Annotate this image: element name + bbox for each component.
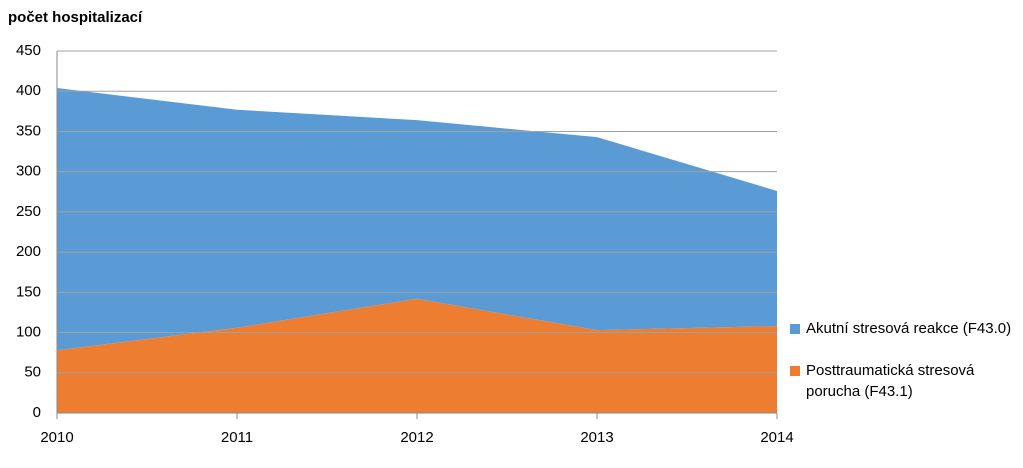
x-tick-label: 2012: [400, 429, 433, 446]
y-tick-label: 0: [33, 404, 41, 421]
legend-label: Akutní stresová reakce (F43.0): [806, 320, 1012, 337]
legend-item: Posttraumatická stresová porucha (F43.1): [790, 360, 1015, 402]
y-tick-label: 400: [16, 82, 41, 99]
area: [57, 88, 777, 351]
y-tick-label: 450: [16, 42, 41, 59]
x-tick-label: 2014: [760, 429, 793, 446]
y-tick-label: 200: [16, 243, 41, 260]
y-tick-label: 250: [16, 203, 41, 220]
y-tick-label: 150: [16, 283, 41, 300]
legend-swatch: [790, 366, 800, 376]
x-tick-label: 2010: [40, 429, 73, 446]
x-tick-label: 2011: [221, 429, 253, 446]
legend-label: Posttraumatická stresová porucha (F43.1): [806, 362, 975, 400]
y-tick-label: 350: [16, 122, 41, 139]
y-tick-label: 300: [16, 163, 41, 180]
legend-item: Akutní stresová reakce (F43.0): [790, 318, 1015, 339]
y-axis-title: počet hospitalizací: [8, 9, 143, 26]
legend-swatch: [790, 324, 800, 334]
y-tick-label: 50: [24, 364, 41, 381]
area: [57, 298, 777, 413]
x-tick-label: 2013: [580, 429, 613, 446]
y-tick-label: 100: [16, 324, 41, 341]
